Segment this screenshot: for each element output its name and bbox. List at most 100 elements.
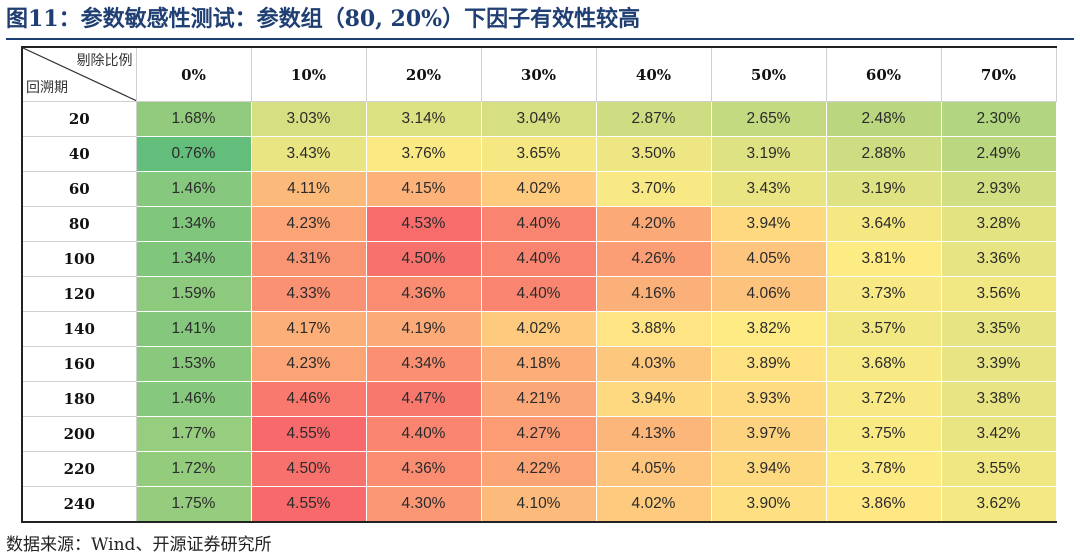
header-row: 剔除比例 回溯期 0% 10% 20% 30% 40% 50% 60% 70% bbox=[21, 46, 1057, 102]
heatmap-cell: 3.81% bbox=[825, 241, 942, 277]
heatmap-cell: 4.02% bbox=[480, 171, 597, 207]
column-header: 70% bbox=[940, 46, 1057, 102]
heatmap-cell: 3.86% bbox=[825, 486, 942, 523]
heatmap-cell: 4.50% bbox=[250, 451, 367, 487]
heatmap-cell: 3.76% bbox=[365, 136, 482, 172]
heatmap-cell: 3.73% bbox=[825, 276, 942, 312]
table-row: 180 1.46% 4.46% 4.47% 4.21% 3.94% 3.93% 3.72% 3.… bbox=[21, 381, 1057, 417]
heatmap-cell: 2.48% bbox=[825, 101, 942, 137]
title-divider bbox=[6, 38, 1074, 40]
heatmap-cell: 3.42% bbox=[940, 416, 1057, 452]
heatmap-cell: 4.19% bbox=[365, 311, 482, 347]
heatmap-cell: 4.50% bbox=[365, 241, 482, 277]
heatmap-cell: 4.36% bbox=[365, 276, 482, 312]
heatmap-cell: 3.82% bbox=[710, 311, 827, 347]
heatmap-cell: 3.62% bbox=[940, 486, 1057, 523]
heatmap-cell: 3.94% bbox=[595, 381, 712, 417]
heatmap-cell: 4.20% bbox=[595, 206, 712, 242]
corner-diagonal-line bbox=[24, 48, 135, 101]
figure-title: 图11：参数敏感性测试：参数组（80, 20%）下因子有效性较高 bbox=[6, 6, 641, 32]
heatmap-cell: 4.18% bbox=[480, 346, 597, 382]
row-header: 140 bbox=[21, 311, 137, 347]
heatmap-cell: 4.16% bbox=[595, 276, 712, 312]
heatmap-cell: 3.50% bbox=[595, 136, 712, 172]
heatmap-cell: 3.56% bbox=[940, 276, 1057, 312]
heatmap-cell: 4.55% bbox=[250, 416, 367, 452]
table-row: 120 1.59% 4.33% 4.36% 4.40% 4.16% 4.06% 3.73% 3.… bbox=[21, 276, 1057, 312]
heatmap-cell: 2.49% bbox=[940, 136, 1057, 172]
heatmap-cell: 2.30% bbox=[940, 101, 1057, 137]
heatmap-cell: 1.59% bbox=[135, 276, 252, 312]
heatmap-cell: 4.02% bbox=[595, 486, 712, 523]
row-header: 120 bbox=[21, 276, 137, 312]
table-row: 20 1.68% 3.03% 3.14% 3.04% 2.87% 2.65% 2.48% 2.3… bbox=[21, 101, 1057, 137]
heatmap-cell: 1.34% bbox=[135, 206, 252, 242]
heatmap-cell: 3.03% bbox=[250, 101, 367, 137]
table-row: 100 1.34% 4.31% 4.50% 4.40% 4.26% 4.05% 3.81% 3.… bbox=[21, 241, 1057, 277]
table-row: 140 1.41% 4.17% 4.19% 4.02% 3.88% 3.82% 3.57% 3.… bbox=[21, 311, 1057, 347]
heatmap-cell: 4.40% bbox=[480, 276, 597, 312]
heatmap-cell: 2.88% bbox=[825, 136, 942, 172]
heatmap-cell: 1.41% bbox=[135, 311, 252, 347]
heatmap-cell: 3.68% bbox=[825, 346, 942, 382]
heatmap-cell: 3.64% bbox=[825, 206, 942, 242]
heatmap-cell: 4.21% bbox=[480, 381, 597, 417]
heatmap-cell: 3.70% bbox=[595, 171, 712, 207]
heatmap-cell: 3.94% bbox=[710, 206, 827, 242]
heatmap-cell: 4.36% bbox=[365, 451, 482, 487]
heatmap-cell: 4.02% bbox=[480, 311, 597, 347]
heatmap-cell: 4.22% bbox=[480, 451, 597, 487]
corner-column-label: 剔除比例 bbox=[76, 53, 133, 69]
heatmap-cell: 3.72% bbox=[825, 381, 942, 417]
heatmap-cell: 4.06% bbox=[710, 276, 827, 312]
heatmap-cell: 3.19% bbox=[825, 171, 942, 207]
heatmap-cell: 1.68% bbox=[135, 101, 252, 137]
heatmap-cell: 3.97% bbox=[710, 416, 827, 452]
heatmap-cell: 4.27% bbox=[480, 416, 597, 452]
heatmap-cell: 4.46% bbox=[250, 381, 367, 417]
table-row: 40 0.76% 3.43% 3.76% 3.65% 3.50% 3.19% 2.88% 2.4… bbox=[21, 136, 1057, 172]
heatmap-cell: 4.40% bbox=[480, 241, 597, 277]
heatmap-cell: 1.77% bbox=[135, 416, 252, 452]
table-row: 160 1.53% 4.23% 4.34% 4.18% 4.03% 3.89% 3.68% 3.… bbox=[21, 346, 1057, 382]
heatmap-cell: 1.46% bbox=[135, 171, 252, 207]
row-header: 100 bbox=[21, 241, 137, 277]
heatmap-cell: 1.75% bbox=[135, 486, 252, 523]
heatmap-cell: 4.34% bbox=[365, 346, 482, 382]
heatmap-cell: 3.65% bbox=[480, 136, 597, 172]
table-row: 240 1.75% 4.55% 4.30% 4.10% 4.02% 3.90% 3.86% 3.… bbox=[21, 486, 1057, 523]
row-header: 220 bbox=[21, 451, 137, 487]
heatmap-cell: 3.78% bbox=[825, 451, 942, 487]
heatmap-cell: 3.35% bbox=[940, 311, 1057, 347]
row-header: 20 bbox=[21, 101, 137, 137]
heatmap-cell: 4.11% bbox=[250, 171, 367, 207]
table-row: 80 1.34% 4.23% 4.53% 4.40% 4.20% 3.94% 3.64% 3.2… bbox=[21, 206, 1057, 242]
heatmap-cell: 3.19% bbox=[710, 136, 827, 172]
table-row: 200 1.77% 4.55% 4.40% 4.27% 4.13% 3.97% 3.75% 3.… bbox=[21, 416, 1057, 452]
heatmap-cell: 3.55% bbox=[940, 451, 1057, 487]
corner-row-label: 回溯期 bbox=[26, 80, 68, 96]
row-header: 160 bbox=[21, 346, 137, 382]
heatmap-cell: 3.04% bbox=[480, 101, 597, 137]
heatmap-cell: 3.90% bbox=[710, 486, 827, 523]
source-note: 数据来源：Wind、开源证券研究所 bbox=[6, 535, 272, 555]
heatmap-cell: 4.26% bbox=[595, 241, 712, 277]
heatmap-cell: 1.46% bbox=[135, 381, 252, 417]
heatmap-cell: 4.17% bbox=[250, 311, 367, 347]
row-header: 80 bbox=[21, 206, 137, 242]
heatmap-cell: 4.30% bbox=[365, 486, 482, 523]
heatmap-cell: 1.72% bbox=[135, 451, 252, 487]
heatmap-cell: 3.43% bbox=[250, 136, 367, 172]
row-header: 180 bbox=[21, 381, 137, 417]
heatmap-cell: 3.36% bbox=[940, 241, 1057, 277]
row-header: 40 bbox=[21, 136, 137, 172]
heatmap-table: 剔除比例 回溯期 0% 10% 20% 30% 40% 50% 60% 70% 20 1.68%… bbox=[21, 46, 1057, 523]
heatmap-cell: 4.33% bbox=[250, 276, 367, 312]
heatmap-cell: 3.57% bbox=[825, 311, 942, 347]
heatmap-cell: 2.87% bbox=[595, 101, 712, 137]
heatmap-cell: 4.05% bbox=[710, 241, 827, 277]
table-row: 60 1.46% 4.11% 4.15% 4.02% 3.70% 3.43% 3.19% 2.9… bbox=[21, 171, 1057, 207]
heatmap-cell: 4.23% bbox=[250, 346, 367, 382]
column-header: 10% bbox=[250, 46, 367, 102]
heatmap-cell: 2.65% bbox=[710, 101, 827, 137]
